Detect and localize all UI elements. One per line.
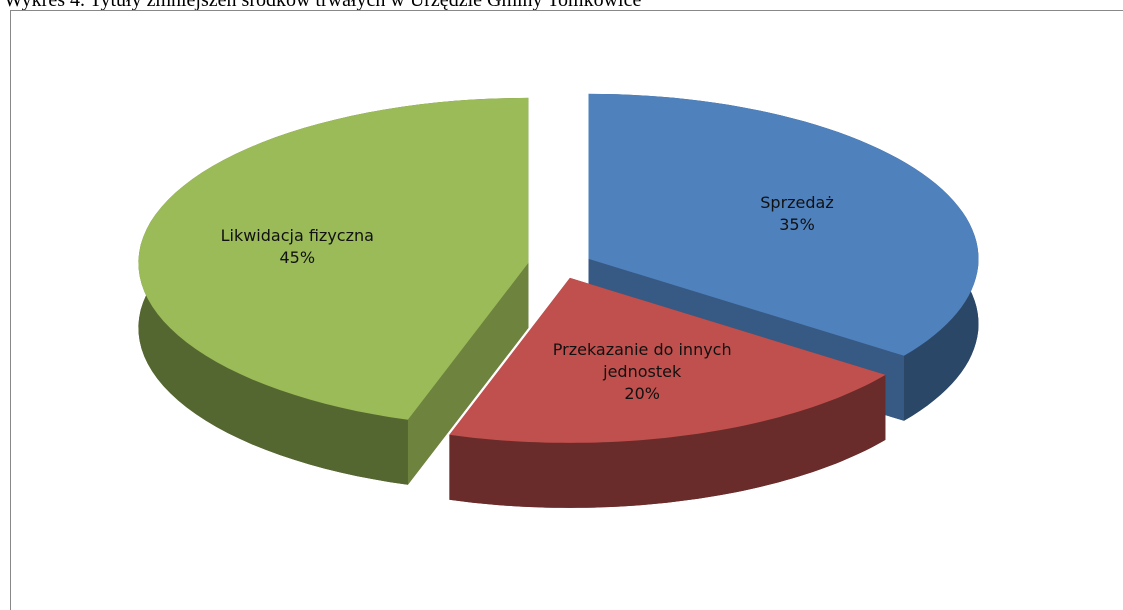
slice-label: Sprzedaż: [760, 192, 834, 212]
slice-label: Przekazanie do innych jednostek: [552, 340, 732, 382]
slice: [449, 277, 886, 443]
slice: [588, 93, 979, 356]
slice-label: Likwidacja fizyczna: [220, 226, 374, 246]
slice-value-label: 20%: [624, 384, 660, 404]
chart-title: Wykres 4. Tytuły zmniejszeń środków trwa…: [4, 0, 642, 11]
chart-frame: [10, 10, 1123, 610]
slice: [138, 97, 529, 420]
page: Wykres 4. Tytuły zmniejszeń środków trwa…: [4, 0, 1123, 610]
slice-side: [407, 262, 529, 485]
slice-wall: [449, 374, 886, 508]
slice-value-label: 45%: [279, 248, 316, 268]
chart: [138, 93, 979, 508]
slice-value-label: 35%: [779, 214, 815, 234]
